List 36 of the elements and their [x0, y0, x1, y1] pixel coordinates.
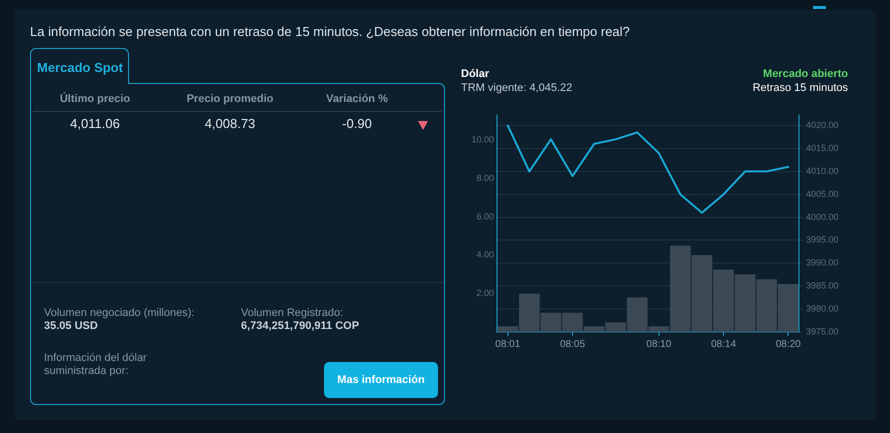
text: Retraso 15 minutos	[752, 82, 848, 94]
y-tick-label: 10.00	[471, 134, 494, 144]
data-label: 4,008.73	[204, 116, 256, 131]
x-tick-label: 08:20	[776, 338, 802, 350]
y-tick-label: 4.00	[476, 250, 494, 260]
y-tick-label: 8.00	[476, 172, 494, 183]
chart-title: Dólar	[461, 68, 490, 80]
y2-tick-label: 3995.00	[806, 234, 839, 245]
text: Volumen Registrado:	[241, 307, 344, 320]
data-label: 4,011.06	[69, 116, 121, 131]
category-label: Variación %	[325, 93, 389, 105]
y2-tick-label: 4010.00	[806, 166, 839, 176]
x-tick-label: 08:10	[646, 338, 672, 350]
category-label: Precio promedio	[186, 93, 274, 105]
category-label: Último precio	[58, 93, 132, 105]
text: Mercado abierto	[763, 68, 848, 80]
text: La información se presenta con un retraso de 15 minutos. ¿Deseas obtener información en tiempo real?	[30, 24, 630, 39]
y2-tick-label: 3980.00	[806, 304, 839, 314]
y2-tick-label: 3985.00	[806, 280, 839, 291]
y2-tick-label: 4020.00	[806, 120, 839, 130]
y2-tick-label: 4000.00	[806, 212, 839, 222]
text: 6,734,251,790,911 COP	[241, 320, 360, 333]
text: 35.05 USD	[44, 320, 98, 333]
y2-tick-label: 3990.00	[806, 258, 839, 268]
x-tick-label: 08:05	[560, 338, 586, 350]
y2-tick-label: 4015.00	[806, 142, 839, 153]
text: Información del dólar suministrada por:	[44, 352, 148, 378]
x-tick-label: 08:01	[495, 338, 521, 350]
y-tick-label: 2.00	[476, 288, 494, 298]
x-tick-label: 08:14	[710, 338, 736, 350]
data-label: -0.90	[341, 116, 373, 131]
y2-tick-label: 4005.00	[806, 188, 839, 199]
y-tick-label: 6.00	[476, 211, 494, 222]
chart-subtitle: TRM vigente: 4,045.22	[461, 82, 572, 94]
text: Volumen negociado (millones):	[44, 307, 194, 320]
y2-tick-label: 3975.00	[806, 326, 839, 336]
